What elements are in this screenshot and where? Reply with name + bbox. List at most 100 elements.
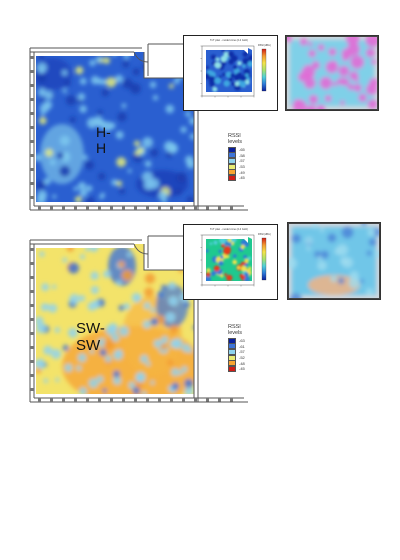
heat-spot bbox=[138, 147, 144, 154]
heat-spot bbox=[171, 382, 180, 390]
column bbox=[158, 398, 161, 402]
simulation-inset: TnT plan - model zone (2.4 GHz) RSSI (dB… bbox=[183, 224, 278, 300]
sim-spot bbox=[244, 276, 250, 281]
legend-label: -52 bbox=[239, 355, 245, 361]
rssi-legend: RSSI levels -63 -61 -57 -52 -48 -45 bbox=[228, 324, 245, 372]
heat-spot bbox=[62, 344, 69, 351]
column bbox=[30, 154, 34, 157]
heat-spot bbox=[45, 304, 50, 309]
heat-spot bbox=[95, 56, 102, 63]
heat-spot bbox=[169, 83, 174, 89]
meas-border bbox=[286, 36, 378, 110]
column bbox=[30, 318, 34, 321]
legend-swatch bbox=[228, 354, 236, 361]
measurement-inset bbox=[285, 35, 379, 111]
heat-spot bbox=[99, 348, 107, 357]
door-arc bbox=[133, 243, 149, 255]
legend-title: RSSI levels bbox=[228, 133, 243, 145]
magenta-spot bbox=[308, 49, 316, 58]
column bbox=[30, 332, 34, 335]
heat-spot bbox=[176, 172, 187, 183]
column bbox=[30, 196, 34, 199]
measurement-inset bbox=[287, 222, 381, 300]
column bbox=[86, 398, 89, 402]
legend-item: -57 bbox=[228, 157, 245, 164]
meas-spot bbox=[312, 223, 318, 229]
sim-spot bbox=[244, 272, 249, 278]
sim-spot bbox=[247, 256, 252, 260]
heat-spot bbox=[118, 305, 125, 311]
heat-spot bbox=[187, 347, 193, 353]
heat-spot bbox=[144, 287, 154, 297]
meas-spot bbox=[317, 255, 323, 261]
sim-spot bbox=[239, 80, 247, 88]
legend-swatch bbox=[228, 348, 236, 355]
heat-spot bbox=[90, 75, 100, 85]
magenta-spot bbox=[292, 99, 307, 110]
column bbox=[206, 206, 209, 210]
column bbox=[30, 262, 34, 265]
legend-label: -48 bbox=[239, 360, 245, 366]
sim-spot bbox=[223, 255, 227, 259]
sim-spot bbox=[234, 81, 240, 87]
heat-spot bbox=[134, 140, 140, 147]
column bbox=[194, 206, 197, 210]
heat-spot bbox=[103, 270, 111, 278]
magenta-spot bbox=[353, 83, 362, 92]
sim-spot bbox=[239, 273, 244, 278]
column bbox=[74, 398, 77, 402]
floor-plan-heatmap bbox=[22, 226, 254, 406]
inset-title: TnT plan - model zone (2.4 GHz) bbox=[210, 228, 248, 231]
legend-swatch bbox=[228, 360, 236, 367]
heat-spot bbox=[117, 112, 127, 122]
heat-spot bbox=[142, 320, 151, 329]
heat-spot bbox=[116, 349, 123, 356]
legend-label: -49 bbox=[239, 169, 245, 175]
magenta-spot bbox=[325, 60, 338, 74]
meas-spot bbox=[288, 257, 297, 269]
sim-spot bbox=[232, 259, 237, 265]
region-label: H-H bbox=[96, 124, 111, 156]
column bbox=[38, 206, 41, 210]
sim-spot bbox=[213, 240, 218, 245]
sim-spot bbox=[218, 75, 222, 79]
heat-spot bbox=[64, 363, 73, 372]
warm-area bbox=[308, 275, 360, 295]
magenta-spot bbox=[305, 72, 313, 79]
magenta-spot bbox=[342, 55, 349, 62]
sim-spot bbox=[247, 61, 252, 67]
legend-item: -61 bbox=[228, 343, 245, 350]
heat-spot bbox=[66, 95, 76, 106]
colorbar bbox=[261, 48, 267, 92]
column bbox=[30, 112, 34, 115]
heat-spot bbox=[54, 327, 61, 333]
magenta-spot bbox=[365, 48, 375, 58]
heat-spot bbox=[84, 160, 94, 170]
heat-spot bbox=[37, 361, 46, 370]
heat-spot bbox=[45, 148, 54, 157]
magenta-spot bbox=[350, 55, 364, 69]
heat-spot bbox=[116, 157, 127, 168]
sim-spot bbox=[231, 82, 236, 86]
meas-spot bbox=[341, 226, 354, 239]
heat-spot bbox=[115, 74, 124, 83]
sim-spot bbox=[230, 73, 235, 78]
heat-spot bbox=[98, 172, 106, 180]
heat-spot bbox=[79, 387, 88, 394]
magenta-spot bbox=[370, 59, 377, 65]
heat-spot bbox=[49, 159, 56, 166]
heat-spot bbox=[92, 299, 100, 308]
magenta-spot bbox=[367, 99, 378, 110]
legend-item: -65 bbox=[228, 146, 245, 153]
heat-spot bbox=[150, 380, 155, 385]
column bbox=[98, 398, 101, 402]
column bbox=[218, 206, 221, 210]
column bbox=[38, 398, 41, 402]
heatmap-svg bbox=[29, 235, 248, 403]
columns bbox=[30, 248, 233, 402]
meas-spot bbox=[366, 250, 372, 256]
heat-spot bbox=[121, 103, 127, 109]
heat-spot bbox=[89, 349, 95, 354]
heat-spot bbox=[90, 271, 99, 280]
heat-spot bbox=[36, 180, 46, 191]
